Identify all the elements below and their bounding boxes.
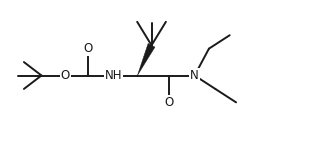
Text: O: O <box>61 69 70 82</box>
Text: NH: NH <box>105 69 122 82</box>
Text: O: O <box>165 96 174 109</box>
Text: O: O <box>83 42 92 55</box>
Text: N: N <box>190 69 199 82</box>
Polygon shape <box>137 43 155 76</box>
